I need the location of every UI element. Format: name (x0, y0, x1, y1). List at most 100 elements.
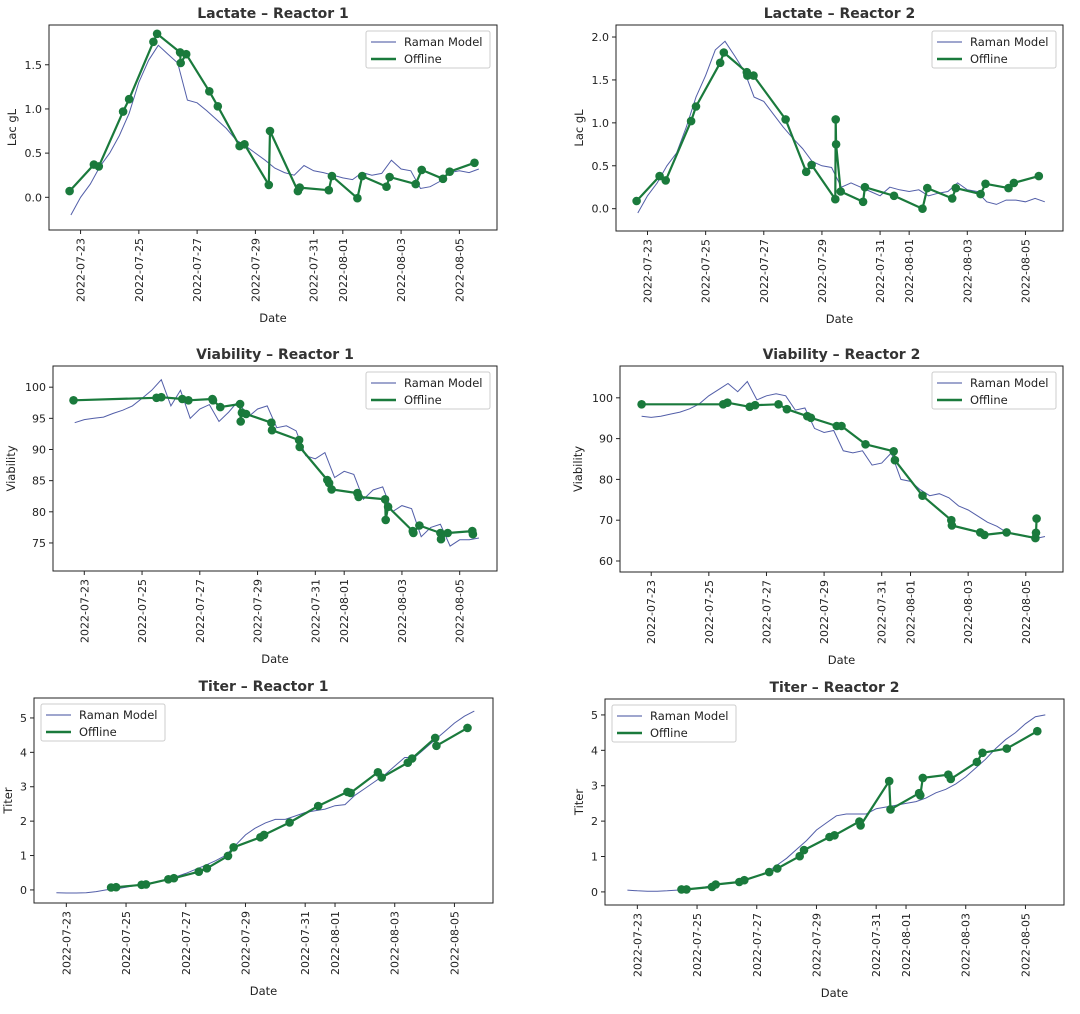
offline-point (267, 418, 276, 428)
y-tick-label: 90 (599, 433, 613, 446)
x-tick-label: 2022-08-01 (338, 579, 351, 643)
offline-point (889, 191, 899, 201)
y-tick-label: 1.0 (592, 117, 610, 130)
offline-point (886, 805, 895, 814)
offline-point (382, 182, 391, 191)
legend-label: Raman Model (404, 35, 483, 49)
legend: Raman Model Offline (931, 30, 1057, 69)
x-tick-label: 2022-07-27 (191, 238, 204, 302)
legend: Raman Model Offline (931, 371, 1057, 410)
legend-box (365, 371, 491, 410)
offline-point (711, 880, 720, 889)
axes-frame (52, 365, 498, 572)
raman-model-line (70, 44, 479, 216)
offline-point (831, 115, 840, 124)
x-tick-label: 2022-07-27 (194, 579, 207, 643)
x-tick-label: 2022-07-31 (874, 239, 887, 303)
x-tick-label: 2022-08-05 (448, 911, 461, 975)
x-tick-label: 2022-08-03 (389, 911, 402, 975)
offline-point (417, 165, 427, 175)
x-tick-label: 2022-08-03 (961, 239, 974, 303)
offline-point (884, 776, 894, 786)
y-tick-label: 100 (592, 392, 613, 405)
offline-point (346, 788, 355, 798)
offline-point (381, 515, 391, 525)
offline-point (782, 404, 792, 414)
x-tick-label: 2022-08-05 (1019, 913, 1032, 977)
y-tick-label: 80 (32, 506, 46, 519)
chart-title: Lactate – Reactor 2 (764, 6, 916, 22)
offline-point (383, 502, 393, 512)
chart-title: Titer – Reactor 2 (769, 680, 899, 696)
offline-point (213, 102, 223, 111)
x-tick-label: 2022-07-29 (239, 911, 252, 975)
y-tick-label: 4 (20, 746, 27, 759)
subplot-3: Viability – Reactor 1 2022-07-23 2022-07-2… (4, 347, 498, 666)
x-tick-label: 2022-07-29 (810, 913, 823, 977)
offline-point (415, 521, 424, 530)
offline-point (223, 851, 233, 861)
x-tick-label: 2022-08-01 (905, 580, 918, 644)
offline-point (313, 801, 323, 811)
legend-label: Offline (970, 52, 1008, 66)
offline-point (1009, 178, 1019, 188)
offline-point (295, 183, 305, 192)
chart-title: Viability – Reactor 2 (763, 347, 921, 363)
chart-title: Titer – Reactor 1 (198, 679, 328, 695)
offline-point (1004, 183, 1013, 193)
offline-point (295, 442, 305, 452)
y-axis-label: Titer (572, 789, 586, 816)
y-tick-label: 80 (599, 473, 613, 486)
x-tick-label: 2022-07-25 (133, 238, 146, 302)
offline-point (918, 491, 927, 501)
offline-point (1002, 744, 1012, 753)
offline-point (184, 396, 193, 405)
offline-point (807, 160, 816, 170)
offline-point (294, 435, 304, 445)
offline-point (463, 723, 472, 733)
offline-point (202, 864, 212, 873)
x-tick-label: 2022-07-31 (870, 913, 883, 977)
x-axis-label: Date (261, 652, 289, 666)
offline-point (661, 176, 670, 185)
offline-point (749, 71, 758, 80)
offline-point (773, 864, 782, 873)
y-tick-label: 5 (591, 709, 598, 722)
offline-point (285, 818, 294, 827)
offline-point (1032, 514, 1041, 523)
offline-point (327, 171, 337, 181)
offline-point (470, 158, 479, 168)
legend: Raman Model Offline (365, 30, 491, 69)
offline-point (194, 867, 204, 876)
y-tick-label: 1.5 (25, 59, 43, 72)
y-tick-label: 0 (591, 886, 598, 899)
x-tick-label: 2022-07-31 (299, 911, 312, 975)
offline-point (686, 116, 696, 126)
legend-label: Raman Model (79, 708, 158, 722)
legend-label: Offline (79, 725, 117, 739)
y-tick-label: 2 (591, 815, 598, 828)
offline-point (229, 843, 238, 852)
offline-point (978, 748, 987, 758)
x-tick-label: 2022-07-23 (60, 911, 73, 975)
offline-point (267, 425, 277, 435)
offline-point (774, 400, 783, 409)
offline-point (637, 400, 646, 409)
offline-point (265, 126, 275, 136)
y-tick-label: 0.5 (25, 147, 43, 160)
x-tick-label: 2022-07-29 (249, 238, 262, 302)
legend: Raman Model Offline (611, 704, 737, 743)
offline-point (831, 140, 841, 149)
offline-point (743, 71, 752, 80)
x-tick-label: 2022-08-03 (962, 580, 975, 644)
offline-point (438, 174, 448, 184)
x-tick-label: 2022-07-29 (816, 239, 829, 303)
subplot-4: Viability – Reactor 2 2022-07-23 2022-07-2… (571, 347, 1064, 667)
y-tick-label: 85 (32, 475, 46, 488)
x-tick-label: 2022-07-31 (876, 580, 889, 644)
y-tick-label: 60 (599, 555, 613, 568)
x-tick-label: 2022-07-27 (758, 239, 771, 303)
offline-point (353, 193, 362, 203)
offline-point (380, 495, 390, 504)
offline-point (837, 421, 846, 431)
